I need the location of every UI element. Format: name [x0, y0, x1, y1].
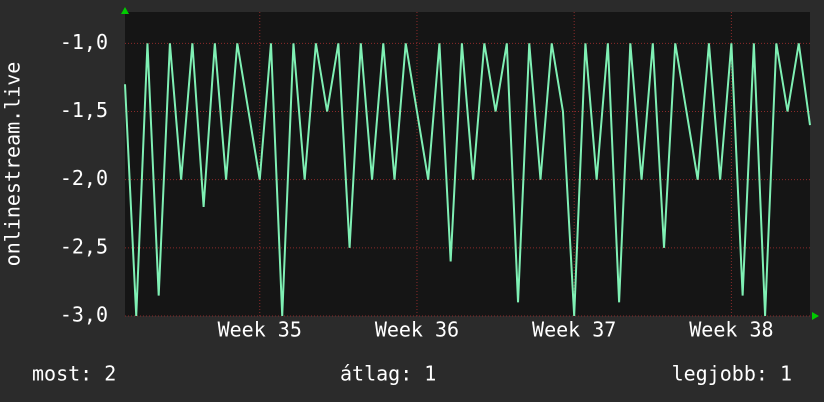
x-tick-label: Week 37: [532, 318, 616, 342]
y-tick-label: -2,0: [60, 166, 108, 190]
data-line: [124, 43, 811, 317]
x-arrow: [812, 312, 819, 320]
x-tick-label: Week 35: [218, 318, 302, 342]
y-axis-label: onlinestream.live: [1, 62, 25, 267]
x-tick-label: Week 38: [689, 318, 773, 342]
y-tick-label: -1,5: [60, 98, 108, 122]
y-tick-label: -3,0: [60, 303, 108, 327]
y-tick-label: -2,5: [60, 234, 108, 258]
x-tick-label: Week 36: [375, 318, 459, 342]
y-tick-label: -1,0: [60, 30, 108, 54]
footer-best: legjobb: 1: [672, 362, 792, 386]
footer-average: átlag: 1: [340, 362, 436, 386]
y-arrow: [121, 7, 129, 14]
footer-current: most: 2: [32, 362, 116, 386]
